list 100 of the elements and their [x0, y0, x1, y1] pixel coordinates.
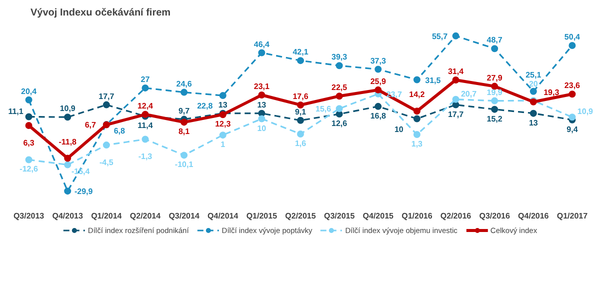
point	[25, 96, 32, 104]
data-label: -11,8	[58, 137, 78, 146]
point	[413, 115, 420, 122]
point	[413, 76, 420, 84]
x-tick-label: Q1/2015	[246, 212, 278, 220]
data-label: 1,6	[294, 138, 307, 148]
point	[297, 116, 304, 124]
point	[102, 142, 110, 149]
point	[452, 32, 460, 40]
data-label: 15,6	[316, 104, 332, 114]
point	[374, 66, 382, 73]
x-tick-label: Q1/2017	[556, 212, 588, 220]
point	[219, 92, 226, 100]
point	[64, 154, 72, 162]
point	[180, 88, 188, 96]
data-label: 48,7	[486, 36, 503, 45]
point	[568, 42, 576, 50]
data-label: -10,1	[174, 160, 194, 170]
data-label: 22,8	[197, 102, 214, 111]
data-label: 23,6	[564, 81, 581, 90]
data-label: 22,5	[332, 83, 348, 92]
point	[25, 156, 32, 164]
x-tick-label: Q1/2014	[91, 212, 122, 220]
point	[102, 101, 110, 108]
data-label: 31,4	[448, 66, 464, 76]
data-label: 15,2	[486, 114, 503, 124]
x-tick-label: Q4/2015	[362, 212, 394, 220]
point	[491, 45, 498, 52]
data-label: 24,6	[176, 79, 192, 88]
point	[180, 152, 188, 159]
data-label: 1,3	[411, 140, 424, 149]
data-label: 11,4	[138, 121, 154, 130]
x-tick-label: Q2/2015	[285, 212, 316, 220]
point	[297, 101, 304, 108]
data-label: -12,6	[20, 164, 38, 174]
data-label: 1	[220, 140, 226, 150]
x-tick-label: Q4/2016	[518, 212, 550, 220]
data-label: 13	[528, 118, 538, 128]
point	[336, 105, 343, 112]
data-label: -29,9	[74, 187, 94, 196]
point	[568, 90, 576, 98]
point	[142, 84, 149, 92]
point	[64, 161, 72, 168]
data-label: 6,3	[23, 138, 35, 148]
x-tick-label: Q3/2015	[324, 212, 356, 220]
data-label: 10	[394, 124, 404, 134]
point	[568, 114, 576, 121]
data-label: 9,1	[294, 107, 307, 116]
point	[491, 97, 498, 104]
data-label: 9,7	[178, 106, 190, 116]
data-label: 19,9	[486, 88, 503, 97]
x-tick-label: Q3/2013	[13, 212, 45, 220]
data-label: 10	[257, 124, 267, 133]
point	[258, 49, 266, 56]
data-label: 10,9	[577, 107, 594, 116]
point	[180, 118, 188, 126]
point	[64, 188, 72, 195]
point	[374, 102, 382, 110]
data-label: 10,9	[60, 104, 76, 114]
data-label: -4,5	[100, 158, 114, 168]
point	[336, 62, 343, 70]
data-label: 20,7	[460, 89, 478, 98]
data-label: 17,7	[448, 110, 464, 119]
data-label: 25,1	[526, 70, 542, 80]
point	[336, 92, 343, 100]
point	[530, 88, 537, 95]
data-label: 17,6	[292, 92, 309, 101]
point	[258, 92, 266, 99]
point	[452, 76, 460, 84]
point	[25, 122, 32, 129]
point	[413, 108, 420, 115]
point	[64, 114, 72, 121]
point	[219, 132, 226, 139]
point	[297, 57, 304, 64]
data-label: 31,5	[425, 76, 442, 85]
data-label: 20	[528, 80, 538, 89]
x-tick-label: Q3/2014	[168, 212, 200, 220]
data-label: 27,9	[486, 73, 503, 82]
data-label: 50,4	[564, 32, 581, 42]
data-label: 16,8	[370, 111, 386, 120]
data-label: 23,1	[254, 82, 270, 92]
point	[297, 130, 304, 138]
point	[142, 136, 149, 143]
chart-title: Vývoj Indexu očekávání firem	[30, 8, 171, 18]
x-tick-label: Q1/2016	[402, 212, 433, 220]
point	[530, 110, 537, 117]
data-label: 12,6	[332, 119, 348, 128]
point	[25, 113, 32, 120]
data-label: 46,4	[254, 40, 270, 49]
data-label: 23,7	[386, 90, 402, 99]
data-label: 37,3	[370, 56, 386, 66]
data-label: 6,7	[84, 120, 97, 130]
point	[452, 96, 460, 103]
x-tick-label: Q2/2014	[130, 212, 162, 220]
data-label: 11,1	[8, 106, 24, 116]
data-label: -1,3	[138, 152, 153, 162]
x-tick-label: Q4/2014	[208, 212, 239, 220]
data-label: 27	[140, 74, 150, 84]
data-label: 20,4	[21, 86, 38, 96]
data-label: 17,7	[98, 92, 115, 101]
